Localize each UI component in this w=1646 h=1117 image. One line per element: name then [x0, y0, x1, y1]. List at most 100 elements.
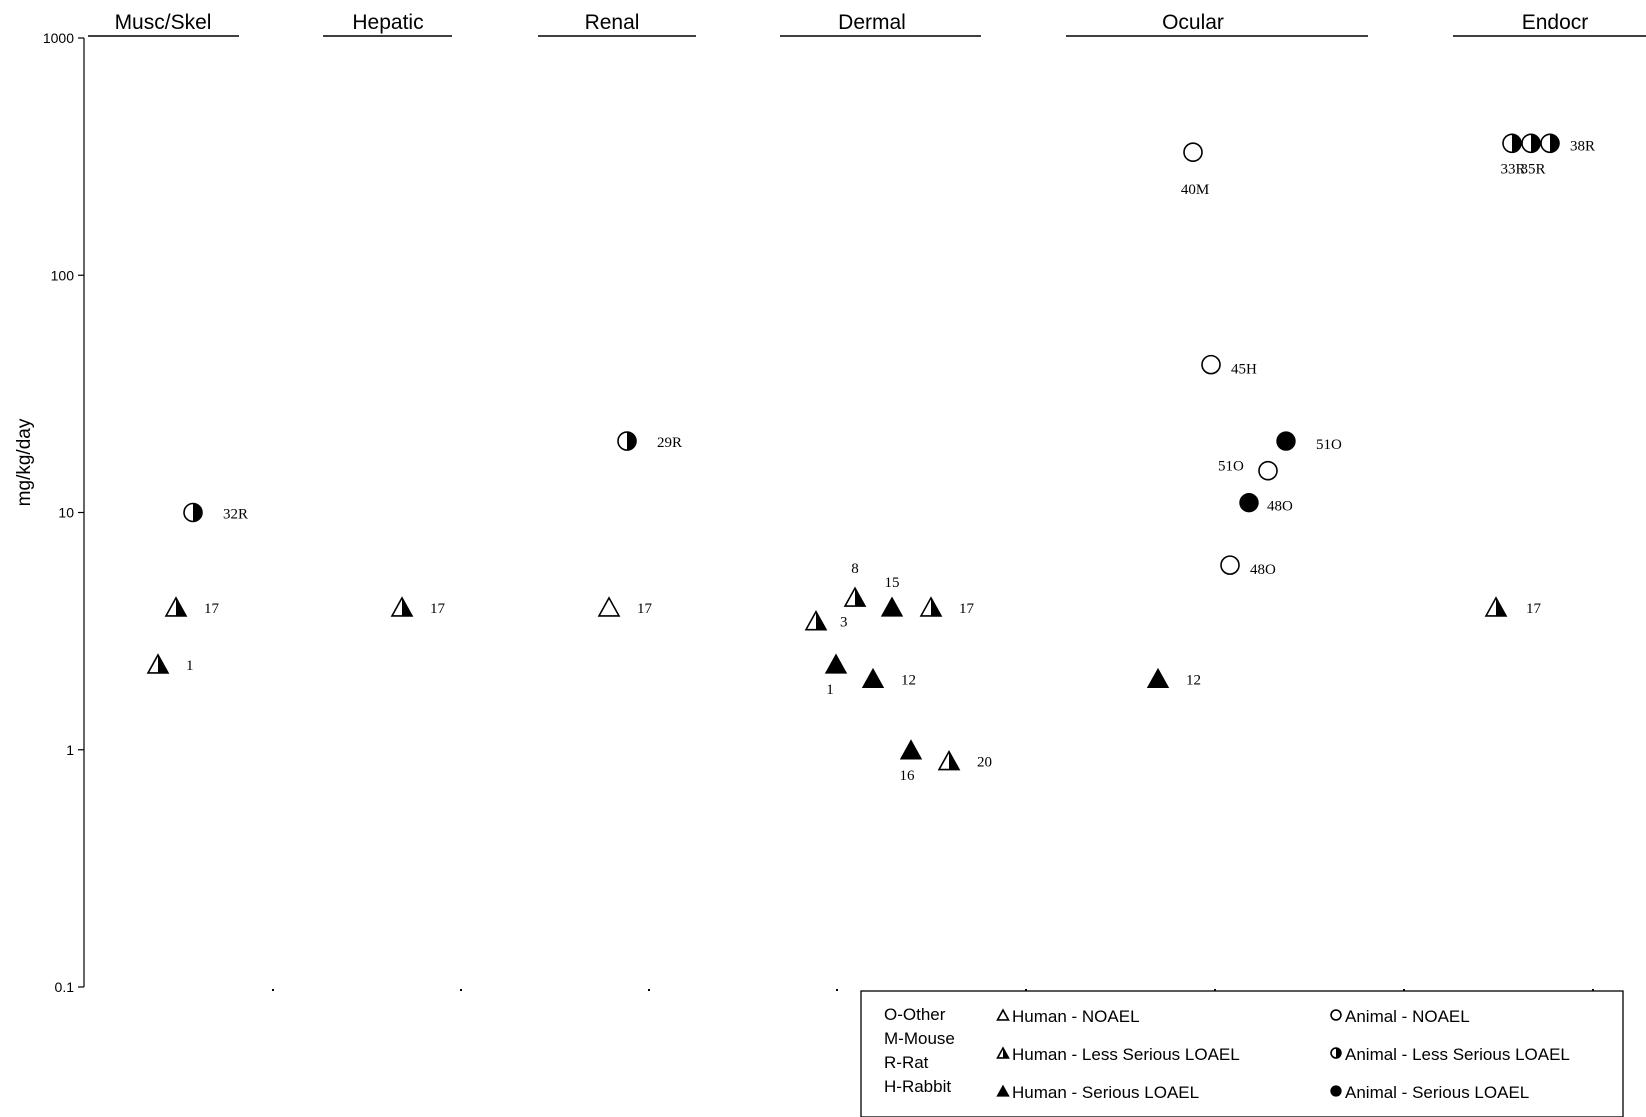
point-label: 17 — [430, 601, 446, 617]
point-label: 51O — [1218, 459, 1244, 475]
point-label: 32R — [223, 507, 248, 523]
legend-species-code: R-Rat — [884, 1053, 929, 1072]
marker-fill — [931, 597, 941, 616]
legend-species-code: M-Mouse — [884, 1029, 955, 1048]
legend-entry: Animal - Serious LOAEL — [1330, 1083, 1529, 1102]
data-point: 20 — [937, 749, 992, 771]
legend-entry: Animal - Less Serious LOAEL — [1330, 1045, 1570, 1064]
x-tick-mark — [1025, 989, 1027, 991]
marker-fill — [158, 654, 168, 673]
point-label: 1 — [186, 658, 194, 674]
point-label: 12 — [1186, 672, 1201, 688]
point-label: 17 — [1526, 601, 1542, 617]
marker-shape — [1201, 354, 1221, 375]
x-tick-mark — [836, 989, 838, 991]
x-tick-mark — [1592, 989, 1594, 991]
data-point: 40M — [1181, 142, 1209, 198]
legend-entry: Human - Less Serious LOAEL — [996, 1045, 1240, 1064]
category-header: Renal — [585, 11, 640, 34]
data-point: 3 — [804, 610, 848, 631]
y-tick-label: 1 — [66, 742, 74, 758]
point-label: 17 — [637, 601, 653, 617]
y-tick-label: 10 — [58, 505, 74, 521]
data-point: 29R — [617, 431, 682, 451]
data-point: 16 — [899, 739, 923, 784]
point-label: 1 — [826, 682, 834, 698]
point-label: 15 — [885, 575, 900, 591]
marker-fill — [1531, 134, 1540, 153]
legend-species-code: O-Other — [884, 1005, 946, 1024]
x-tick-mark — [648, 989, 650, 991]
data-point: 15 — [880, 575, 904, 617]
point-label: 20 — [977, 755, 992, 771]
category-headers: Musc/Skel Hepatic Renal Dermal Ocular Endocr — [88, 11, 1646, 37]
y-tick-label: 0.1 — [55, 979, 75, 995]
data-point: 48O — [1239, 492, 1293, 515]
data-point: 48O — [1220, 555, 1276, 578]
y-tick-label: 1000 — [43, 30, 74, 46]
data-point: 33R — [1500, 133, 1526, 177]
axes-layer: 1000 100 10 1 0.1 mg/kg/day — [14, 30, 1594, 995]
data-point: 17 — [919, 596, 975, 617]
legend-box — [860, 990, 1624, 1117]
point-label: 12 — [901, 672, 916, 688]
point-label: 51O — [1316, 437, 1342, 453]
data-point: 35R — [1520, 133, 1546, 177]
marker-fill — [1550, 134, 1559, 153]
data-point: 32R — [183, 502, 248, 523]
marker-shape — [1330, 1085, 1342, 1097]
legend-entry-label: Human - NOAEL — [1012, 1007, 1140, 1026]
data-point: 8 — [843, 561, 867, 607]
x-tick-mark — [1214, 989, 1216, 991]
marker-fill — [1336, 1048, 1341, 1058]
legend-entry: Animal - NOAEL — [1330, 1007, 1470, 1026]
point-label: 48O — [1250, 562, 1276, 578]
legend-entry: Human - Serious LOAEL — [996, 1083, 1199, 1102]
marker-shape — [1220, 555, 1240, 575]
marker-shape — [597, 596, 621, 617]
point-label: 48O — [1267, 499, 1293, 515]
category-header: Endocr — [1522, 11, 1589, 34]
legend-entry-label: Human - Serious LOAEL — [1012, 1083, 1199, 1102]
marker-fill — [1496, 597, 1506, 616]
point-label: 38R — [1570, 138, 1595, 154]
x-tick-mark — [272, 989, 274, 991]
x-tick-mark — [460, 989, 462, 991]
legend-entry: Human - NOAEL — [996, 1007, 1140, 1026]
point-label: 3 — [840, 615, 848, 631]
category-header: Hepatic — [352, 11, 423, 34]
marker-shape — [1183, 142, 1203, 163]
y-tick-label: 100 — [51, 267, 75, 283]
marker-shape — [996, 1084, 1010, 1097]
data-point: 1 — [146, 653, 194, 674]
marker-fill — [627, 432, 636, 451]
point-label: 17 — [204, 601, 220, 617]
data-point: 45H — [1201, 354, 1257, 378]
marker-fill — [1003, 1048, 1009, 1058]
marker-shape — [824, 653, 848, 674]
x-tick-mark — [1403, 989, 1405, 991]
legend-entry-label: Animal - Serious LOAEL — [1345, 1083, 1529, 1102]
data-point: 51O — [1218, 459, 1278, 481]
category-header: Ocular — [1162, 11, 1224, 34]
data-point: 17 — [1484, 596, 1542, 617]
data-point: 1 — [824, 653, 848, 698]
data-point: 17 — [390, 596, 446, 617]
data-points: 32R 17 1 17 29R 17 3 1 8 12 15 16 17 20 12 40M 45H 48O 48O… — [146, 133, 1595, 784]
y-axis-label: mg/kg/day — [14, 418, 35, 506]
point-label: 8 — [851, 561, 859, 577]
category-header: Dermal — [838, 11, 906, 34]
marker-fill — [176, 597, 186, 616]
data-point: 12 — [861, 667, 916, 688]
data-point: 51O — [1276, 431, 1342, 453]
marker-fill — [193, 503, 202, 522]
data-point: 38R — [1540, 133, 1595, 154]
legend-species-code: H-Rabbit — [884, 1077, 951, 1096]
marker-fill — [949, 751, 959, 770]
marker-shape — [1258, 460, 1278, 481]
legend: O-Other M-Mouse R-Rat H-Rabbit Human - NOAEL… — [860, 990, 1624, 1117]
marker-shape — [899, 739, 923, 760]
marker-shape — [880, 596, 904, 617]
marker-shape — [1276, 431, 1296, 451]
